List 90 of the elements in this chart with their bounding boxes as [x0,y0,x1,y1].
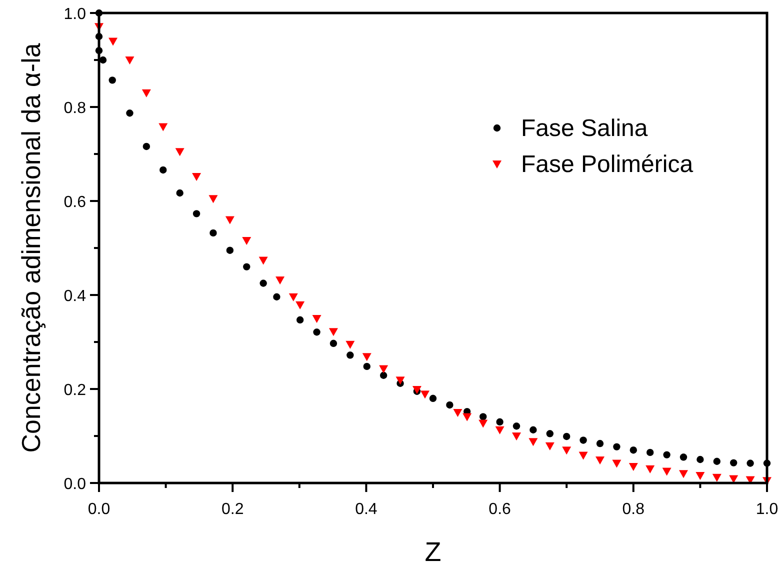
point [713,458,720,465]
point [330,340,338,348]
point [712,474,722,482]
point [545,442,554,450]
point [495,426,504,434]
point [363,362,370,370]
point [628,463,638,472]
point [646,448,654,456]
point [696,472,705,480]
point [276,276,285,284]
point [630,446,637,454]
y-tick-label: 0.4 [64,288,86,305]
point [142,142,150,150]
x-axis-title: Z [424,537,442,567]
y-axis-title: Concentração adimensional da α-la [16,42,46,453]
y-tick-label: 0.8 [64,100,86,117]
legend-label: Fase Salina [521,115,648,142]
point [346,340,355,349]
point [530,426,537,434]
point [512,432,521,440]
point [478,420,488,428]
x-tick-label: 1.0 [756,501,778,518]
point [108,38,118,46]
point [696,456,704,464]
point [192,173,202,182]
x-tick-label: 0.0 [88,501,110,518]
point [296,316,304,324]
point [679,470,688,478]
x-tick-label: 0.2 [221,501,244,518]
point [746,460,754,467]
point [142,89,151,98]
point [210,229,217,237]
point [596,440,604,448]
point [328,328,338,336]
point [528,438,538,446]
point [578,452,588,460]
point [746,476,755,484]
point [346,352,354,359]
point [563,432,570,440]
point [192,210,200,218]
point [496,418,504,426]
point [313,328,320,336]
point [288,293,298,302]
point [613,443,620,450]
x-tick-label: 0.6 [488,501,512,518]
point [663,451,670,458]
point [108,76,116,84]
point [562,446,572,455]
point [226,246,234,254]
point [225,216,234,224]
point [379,365,388,374]
legend-label: Fase Polimérica [521,151,694,178]
point [512,422,520,430]
point [380,372,388,379]
point [680,454,688,461]
x-tick-label: 0.8 [622,501,645,518]
point [125,56,134,64]
point [546,430,554,438]
x-tick-label: 0.4 [355,501,378,518]
point [362,353,372,362]
point [462,413,472,422]
point [312,315,322,323]
point [420,390,430,399]
y-tick-label: 0.6 [64,194,86,211]
point [646,465,655,474]
point [176,189,184,197]
point [258,256,268,265]
point [243,263,250,270]
point [480,413,487,420]
point [208,195,218,204]
point [580,436,587,444]
point [260,280,267,287]
point [242,236,252,245]
point [596,456,604,464]
point [158,123,168,132]
point [160,166,167,174]
point [175,148,184,156]
point [396,376,405,385]
point [273,293,280,300]
point [453,409,462,417]
point [429,394,437,402]
point [730,459,738,466]
point [446,401,454,409]
point [126,110,134,117]
point [612,460,622,468]
point [662,468,672,476]
y-tick-label: 1.0 [64,6,86,23]
y-tick-label: 0.2 [64,382,86,399]
y-tick-label: 0.0 [64,476,86,493]
point [296,301,305,310]
